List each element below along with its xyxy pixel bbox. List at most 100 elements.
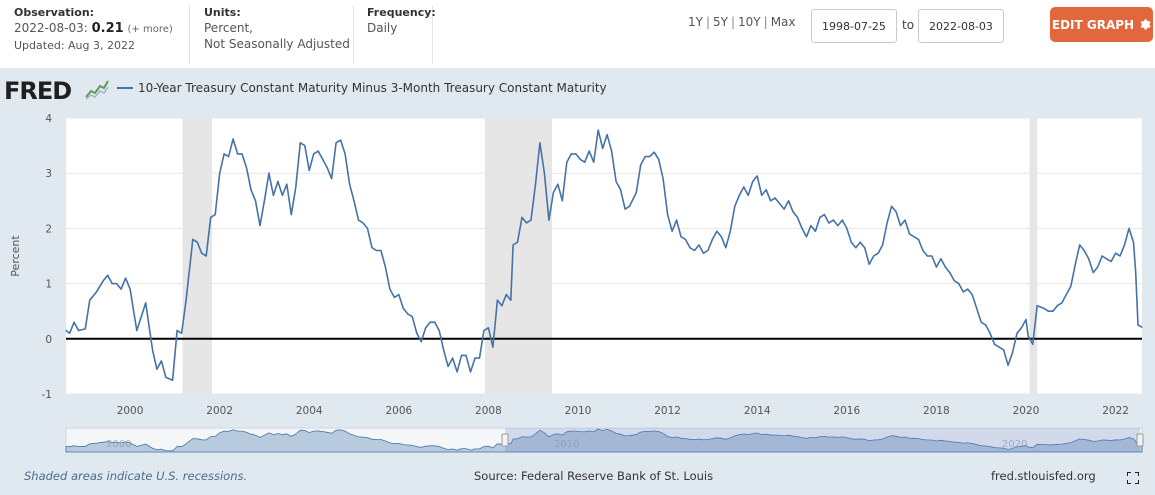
series-point (575, 153, 577, 155)
series-point (102, 280, 104, 282)
range-10y-link[interactable]: 10Y (738, 15, 761, 29)
series-point (904, 219, 906, 221)
series-point (65, 329, 67, 332)
range-navigator[interactable]: 2000 2010 2020 (65, 427, 1144, 453)
series-point (1106, 258, 1108, 260)
range-selector: 1Y | 5Y | 10Y | Max (688, 15, 796, 29)
x-tick-label: 2002 (206, 405, 233, 417)
chart-legend: 10-Year Treasury Constant Maturity Minus… (117, 81, 607, 95)
series-point (658, 158, 660, 160)
x-tick-label: 2012 (654, 405, 681, 417)
series-point (1135, 272, 1137, 274)
series-point (1047, 310, 1049, 312)
series-point (272, 194, 274, 196)
series-point (841, 219, 843, 221)
series-point (788, 200, 790, 202)
series-point (335, 142, 337, 144)
series-point (534, 183, 537, 185)
series-point (299, 142, 301, 144)
series-point (1056, 305, 1058, 307)
fred-logo[interactable]: FRED (4, 77, 72, 105)
series-point (525, 222, 528, 224)
range-separator: | (763, 15, 768, 29)
series-point (277, 180, 279, 183)
series-point (136, 329, 138, 332)
fred-chart-logo-icon (85, 78, 109, 100)
series-point (295, 186, 297, 188)
series-point (425, 327, 427, 329)
series-point (967, 288, 969, 290)
series-point (160, 360, 162, 362)
observation-more-link[interactable]: (+ more) (127, 24, 173, 35)
series-point (635, 191, 637, 194)
series-point (304, 145, 306, 147)
series-point (693, 249, 696, 252)
series-point (602, 147, 604, 149)
series-point (823, 214, 826, 216)
start-date-input[interactable] (811, 9, 897, 43)
range-5y-link[interactable]: 5Y (713, 15, 728, 29)
series-point (290, 214, 292, 216)
series-point (263, 200, 265, 202)
series-point (1007, 364, 1009, 366)
series-point (366, 227, 369, 229)
date-to-label: to (902, 18, 915, 32)
range-1y-link[interactable]: 1Y (688, 15, 703, 29)
series-point (1137, 324, 1139, 326)
series-point (971, 294, 973, 296)
series-point (1101, 255, 1103, 257)
series-point (707, 249, 709, 252)
series-point (810, 225, 812, 227)
x-tick-label: 2014 (744, 405, 771, 417)
series-point (561, 200, 563, 202)
series-point (548, 219, 550, 221)
series-point (1043, 307, 1045, 309)
series-point (89, 299, 91, 301)
series-point (474, 357, 476, 359)
series-point (570, 153, 572, 155)
series-point (407, 313, 409, 315)
series-point (649, 156, 651, 158)
series-point (1079, 244, 1081, 246)
series-point (720, 236, 723, 238)
site-link[interactable]: fred.stlouisfed.org (991, 469, 1096, 483)
series-point (349, 183, 351, 185)
series-point (1036, 305, 1038, 307)
x-axis: 2000 2002 2004 2006 2008 2010 2012 2014 2016 2018… (117, 405, 1129, 417)
range-max-link[interactable]: Max (770, 15, 796, 29)
series-point (935, 266, 938, 268)
series-point (398, 294, 400, 296)
series-point (566, 161, 568, 163)
series-point (340, 139, 342, 141)
series-point (380, 249, 382, 252)
recession-bands (182, 118, 1038, 394)
series-point (429, 321, 431, 323)
fullscreen-icon[interactable] (1127, 472, 1139, 484)
series-point (84, 328, 86, 330)
series-point (438, 329, 440, 332)
series-point (357, 219, 360, 221)
series-point (588, 150, 590, 152)
series-point (516, 241, 519, 243)
y-axis: -1 0 1 2 3 4 (42, 113, 53, 401)
series-point (1128, 227, 1130, 229)
edit-graph-button[interactable]: EDIT GRAPH (1050, 7, 1153, 42)
navigator-series-area (65, 428, 1143, 453)
series-point (1027, 335, 1029, 337)
series-point (752, 180, 754, 183)
end-date-input[interactable] (918, 9, 1004, 43)
series-point (899, 225, 902, 227)
series-point (1092, 272, 1094, 274)
series-point (201, 252, 203, 254)
series-point (512, 244, 514, 246)
series-point (501, 305, 503, 307)
series-point (765, 189, 767, 191)
series-point (949, 272, 951, 274)
y-tick-label: 3 (45, 168, 52, 180)
series-point (940, 258, 942, 260)
series-point (653, 151, 655, 153)
y-tick-label: 1 (45, 279, 52, 291)
navigator-year-label: 2020 (1002, 439, 1027, 450)
series-point (597, 129, 599, 131)
series-point (1016, 332, 1018, 334)
